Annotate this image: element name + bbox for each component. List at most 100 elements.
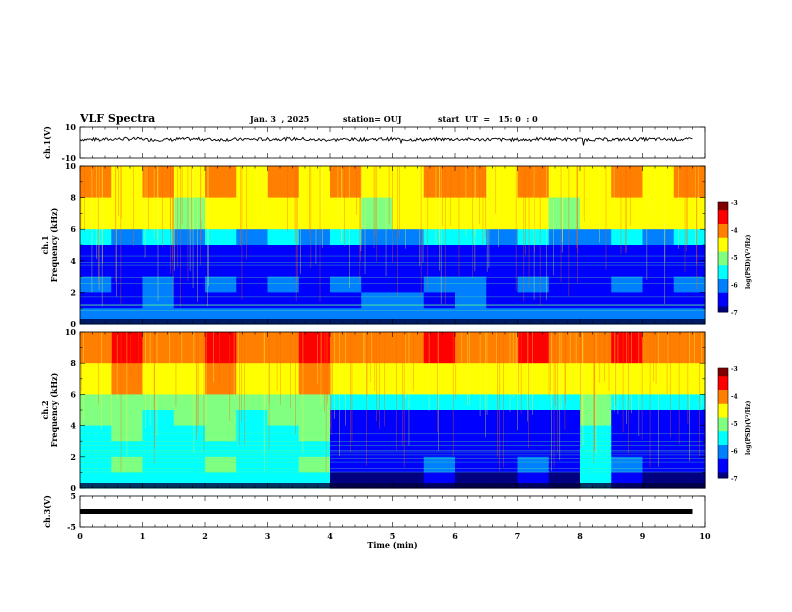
y-axis-label: ch.1 <box>40 235 50 254</box>
heatmap-cell <box>361 229 394 246</box>
colorbar-step <box>718 254 728 258</box>
colorbar-tick-label: -3 <box>731 200 738 207</box>
heatmap-cell <box>361 260 394 278</box>
heatmap-cell <box>236 292 269 309</box>
heatmap-cell <box>455 363 487 395</box>
heatmap-cell <box>361 245 394 262</box>
heatmap-cell <box>80 197 112 230</box>
heatmap-cell <box>205 394 237 411</box>
colorbar-step <box>718 450 728 454</box>
colorbar-step <box>718 292 728 296</box>
heatmap-cell <box>673 229 706 246</box>
colorbar-step <box>718 295 728 299</box>
colorbar-step <box>718 281 728 285</box>
panel-4: 5 -5 ch.3(V) <box>42 491 706 532</box>
heatmap-cell <box>330 166 362 199</box>
heatmap-cell <box>423 276 456 293</box>
heatmap-cell <box>423 292 456 309</box>
colorbar-step <box>718 246 728 250</box>
colorbar-step <box>718 447 728 451</box>
colorbar-step <box>718 406 728 410</box>
heatmap-cell <box>80 332 112 364</box>
heatmap-cell <box>298 197 331 230</box>
colorbar-step <box>718 376 728 380</box>
colorbar-step <box>718 276 728 280</box>
heatmap-cell <box>673 292 706 309</box>
heatmap-cell <box>673 166 706 199</box>
heatmap-cell <box>173 456 206 473</box>
x-tick-label: 7 <box>515 531 521 541</box>
heatmap-cell <box>611 363 644 395</box>
heatmap-cell <box>298 456 331 473</box>
heatmap-cell <box>455 292 487 309</box>
heatmap-cell <box>517 456 550 473</box>
colorbar-step <box>718 461 728 465</box>
colorbar-step <box>718 428 728 432</box>
heatmap-cell <box>142 363 175 395</box>
colorbar-step <box>718 431 728 435</box>
heatmap-cell <box>330 276 362 293</box>
heatmap-cell <box>517 292 550 309</box>
heatmap-cell <box>236 363 269 395</box>
y-tick-label: 10 <box>65 122 77 132</box>
heatmap-cell <box>173 394 206 411</box>
heatmap-cell <box>236 456 269 473</box>
heatmap-cell <box>611 332 644 364</box>
colorbar-step <box>718 436 728 440</box>
heatmap-cell <box>517 245 550 262</box>
heatmap-cell <box>392 276 425 293</box>
heatmap-cell <box>361 394 394 411</box>
colorbar-step <box>718 423 728 427</box>
colorbar-step <box>718 412 728 416</box>
heatmap-cell <box>267 394 300 411</box>
heatmap-cell <box>611 229 644 246</box>
heatmap-cell <box>80 363 112 395</box>
heatmap-cell <box>205 197 237 230</box>
colorbar-frame <box>717 201 729 313</box>
heatmap-cell <box>361 166 394 199</box>
heatmap-cell <box>298 276 331 293</box>
heatmap-cell <box>111 456 144 473</box>
colorbar-step <box>718 395 728 399</box>
heatmap-cell <box>173 276 206 293</box>
heatmap-cell <box>205 292 237 309</box>
x-tick-label: 5 <box>390 531 396 541</box>
heatmap-cell <box>236 394 269 411</box>
heatmap-cell <box>673 276 706 293</box>
heatmap-cell <box>611 166 644 199</box>
heatmap-cell <box>267 166 300 199</box>
x-tick-label: 4 <box>327 531 333 541</box>
heatmap-cell <box>392 332 425 364</box>
heatmap-cell <box>673 456 706 473</box>
heatmap-cell <box>642 245 675 262</box>
heatmap-cell <box>142 410 175 427</box>
heatmap-cell <box>548 245 581 262</box>
heatmap-cell <box>205 260 237 278</box>
y-tick-label: -10 <box>62 153 77 163</box>
colorbar-tick-label: -4 <box>731 228 738 235</box>
colorbar-step <box>718 237 728 241</box>
heatmap-cell <box>611 456 644 473</box>
colorbar-tick-label: -5 <box>731 421 738 428</box>
y-tick-label: 8 <box>70 358 76 368</box>
x-tick-label: 2 <box>202 531 208 541</box>
y-tick-label: 5 <box>70 491 76 501</box>
heatmap-cell <box>330 292 362 309</box>
heatmap-cell <box>455 229 487 246</box>
colorbar-step <box>718 309 728 313</box>
heatmap-cell <box>517 276 550 293</box>
heatmap-cell <box>236 197 269 230</box>
heatmap-cell <box>548 166 581 199</box>
heatmap-cell <box>142 229 175 246</box>
colorbar-tick-label: -4 <box>731 394 738 401</box>
colorbar-step <box>718 287 728 291</box>
heatmap-cell <box>392 229 425 246</box>
heatmap-cell <box>236 245 269 262</box>
heatmap-cell <box>486 456 519 473</box>
y-tick-label: 4 <box>70 421 76 431</box>
colorbar-step <box>718 453 728 457</box>
heatmap-cell <box>298 363 331 395</box>
colorbar-label: log(PSD)(V²/Hz) <box>745 400 752 455</box>
heatmap-cell <box>580 245 612 262</box>
